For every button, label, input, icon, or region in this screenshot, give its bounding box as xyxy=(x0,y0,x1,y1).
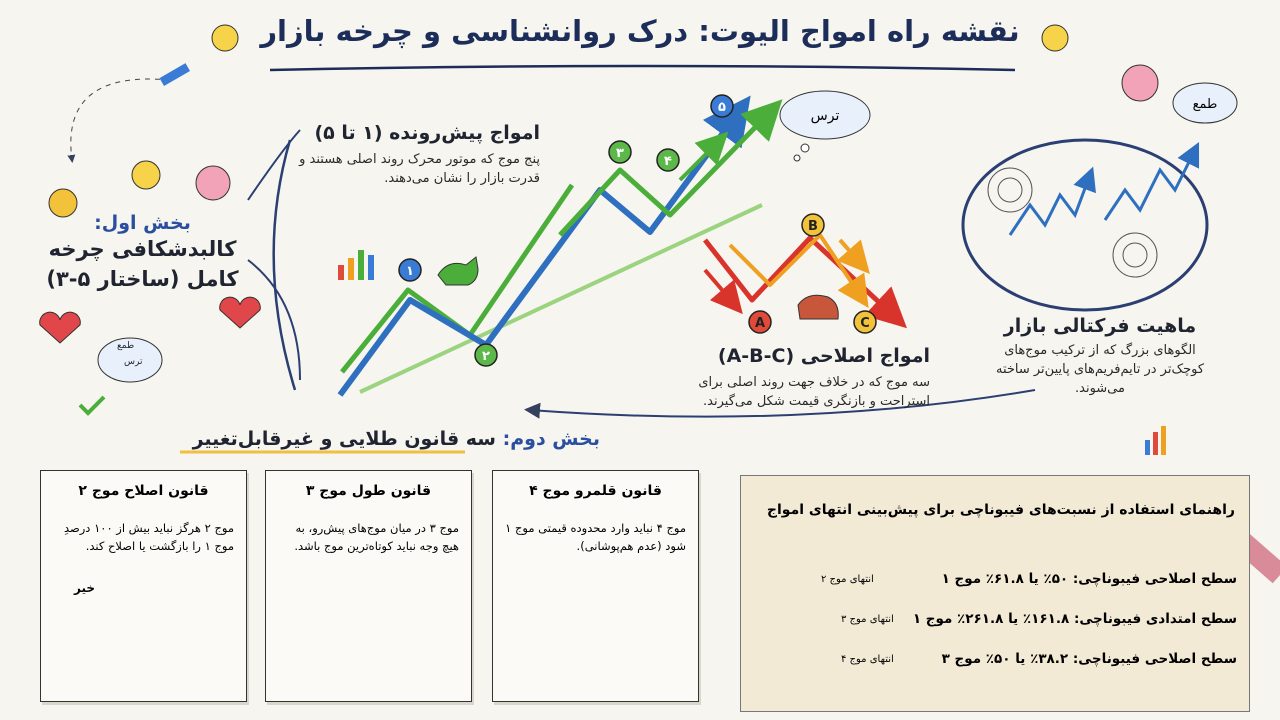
corrective-text: سه موج که در خلاف جهت روند اصلی برای است… xyxy=(698,375,930,409)
decoration xyxy=(269,64,1016,72)
impulse-wave-label: ۵ xyxy=(718,100,726,115)
decoration xyxy=(340,183,575,374)
part2-title: سه قانون طلایی و غیرقابل‌تغییر xyxy=(192,428,496,450)
rule-title: قانون اصلاح موج ۲ xyxy=(78,483,209,499)
fractal-title: ماهیت فرکتالی بازار xyxy=(1003,315,1197,337)
impulse-wave-label-badge xyxy=(474,343,498,367)
page-title: نقشه راه امواج الیوت: درک روانشناسی و چر… xyxy=(260,14,1020,48)
decoration xyxy=(219,296,261,329)
decoration xyxy=(247,259,301,381)
rule-title: قانون قلمرو موج ۴ xyxy=(529,483,662,499)
decoration xyxy=(1122,242,1148,268)
decoration xyxy=(247,129,301,201)
part1-block: بخش اول: کالبدشکافی چرخه کامل (ساختار ۵-… xyxy=(20,212,265,294)
decoration xyxy=(48,188,78,218)
decoration xyxy=(1172,82,1238,124)
fibonacci-row: سطح اصلاحی فیبوناچی: ۵۰٪ یا ۶۱.۸٪ موج ۱ xyxy=(941,571,1237,587)
corrective-wave-label-badge xyxy=(748,310,772,334)
decoration xyxy=(524,389,1036,419)
impulse-wave-label-badge xyxy=(608,140,632,164)
decoration xyxy=(1145,440,1150,455)
rule-stamp: خیر xyxy=(74,581,96,595)
decoration xyxy=(338,265,344,280)
fibonacci-target: انتهای موج ۳ xyxy=(841,614,894,625)
impulse-wave-label-badge xyxy=(656,148,680,172)
rule-text: موج ۲ هرگز نباید بیش از ۱۰۰ درصدِ موج ۱ … xyxy=(63,521,234,553)
decoration xyxy=(211,24,239,52)
part1-title: کالبدشکافی چرخه کامل (ساختار ۵-۳) xyxy=(46,237,239,291)
decoration xyxy=(131,160,161,190)
impulse-wave-label: ۱ xyxy=(406,264,414,279)
decoration xyxy=(1103,141,1200,221)
fibonacci-target: انتهای موج ۴ xyxy=(841,654,894,665)
impulse-wave-label: ۲ xyxy=(482,349,490,364)
rule-text: موج ۴ نباید وارد محدوده قیمتی موج ۱ شود … xyxy=(505,521,686,553)
impulse-wave-label-badge xyxy=(398,258,422,282)
part1-label: بخش اول: xyxy=(94,212,191,234)
corrective-wave-label: C xyxy=(860,316,870,331)
decoration xyxy=(1008,166,1096,236)
decoration xyxy=(358,250,364,280)
rule-title: قانون طول موج ۳ xyxy=(305,483,432,499)
decoration xyxy=(1041,24,1069,52)
part2-heading: بخش دوم: سه قانون طلایی و غیرقابل‌تغییر xyxy=(180,428,600,450)
decoration xyxy=(987,167,1033,213)
decoration xyxy=(97,337,163,383)
decoration xyxy=(779,90,871,140)
decoration xyxy=(359,203,763,394)
fibonacci-row: سطح اصلاحی فیبوناچی: ۳۸.۲٪ یا ۵۰٪ موج ۳ xyxy=(941,651,1237,667)
decoration xyxy=(1161,426,1166,455)
decoration xyxy=(800,143,810,153)
decoration: ۱ ۲ ۳ ۴ ۵ A B C ترس طمع xyxy=(398,94,1218,367)
fibonacci-title: راهنمای استفاده از نسبت‌های فیبوناچی برا… xyxy=(766,502,1235,518)
decoration xyxy=(159,63,190,86)
fear-tag: ترس xyxy=(124,357,143,367)
corrective-wave-label: A xyxy=(755,316,765,331)
decoration xyxy=(78,395,106,416)
decoration xyxy=(836,238,870,275)
decoration xyxy=(67,78,171,163)
impulse-wave-label-badge xyxy=(710,94,734,118)
corrective-wave-label-badge xyxy=(853,310,877,334)
decoration xyxy=(1121,64,1159,102)
fibonacci-row: سطح امتدادی فیبوناچی: ۱۶۱.۸٪ یا ۲۶۱.۸٪ م… xyxy=(912,611,1237,627)
corrective-block: امواج اصلاحی (A-B-C) سه موج که در خلاف ج… xyxy=(680,345,930,411)
greed-tag: طمع xyxy=(117,341,135,351)
impulse-wave-label: ۴ xyxy=(664,154,672,169)
decoration xyxy=(39,311,81,344)
decoration xyxy=(1112,232,1158,278)
rule-card: قانون قلمرو موج ۴ موج ۴ نباید وارد محدود… xyxy=(492,470,699,702)
fear-cloud-label: ترس xyxy=(811,108,840,124)
fibonacci-target: انتهای موج ۲ xyxy=(821,574,874,585)
rule-card: قانون طول موج ۳ موج ۳ در میان موج‌های پی… xyxy=(265,470,472,702)
impulse-block: امواج پیش‌رونده (۱ تا ۵) پنج موج که موتو… xyxy=(290,122,540,188)
decoration xyxy=(195,165,231,201)
decoration xyxy=(368,255,374,280)
corrective-wave-label-badge xyxy=(801,213,825,237)
decoration xyxy=(678,131,729,182)
fibonacci-guide: راهنمای استفاده از نسبت‌های فیبوناچی برا… xyxy=(740,475,1250,712)
corrective-title: امواج اصلاحی (A-B-C) xyxy=(717,345,930,367)
decoration xyxy=(272,139,297,391)
fractal-text: الگوهای بزرگ که از ترکیب موج‌های کوچک‌تر… xyxy=(995,343,1205,396)
part2-label: بخش دوم: xyxy=(502,428,600,450)
fractal-block: ماهیت فرکتالی بازار الگوهای بزرگ که از ت… xyxy=(990,315,1210,398)
decoration xyxy=(997,177,1023,203)
impulse-text: پنج موج که موتور محرک روند اصلی هستند و … xyxy=(299,152,540,186)
decoration xyxy=(348,258,354,280)
greed-cloud-label: طمع xyxy=(1193,97,1218,112)
rule-card: قانون اصلاح موج ۲ موج ۲ هرگز نباید بیش ا… xyxy=(40,470,247,702)
decoration xyxy=(437,256,479,286)
decoration xyxy=(961,138,1209,312)
decoration xyxy=(1153,432,1158,455)
impulse-wave-label: ۳ xyxy=(616,146,624,161)
impulse-title: امواج پیش‌رونده (۱ تا ۵) xyxy=(314,122,540,144)
corrective-wave-label: B xyxy=(808,219,818,234)
decoration xyxy=(793,154,801,162)
rule-text: موج ۳ در میان موج‌های پیش‌رو، به هیچ وجه… xyxy=(294,521,459,553)
decoration xyxy=(703,268,743,315)
decoration xyxy=(797,294,839,320)
